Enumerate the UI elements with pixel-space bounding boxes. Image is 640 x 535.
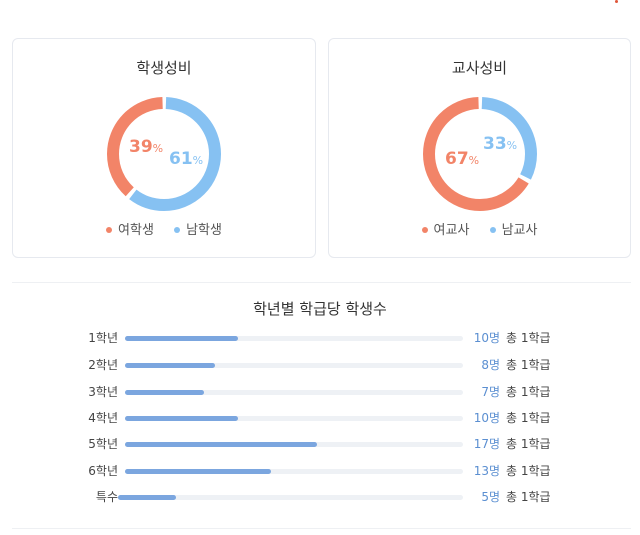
- grade-row: 6학년 13명 총 1학급: [0, 461, 640, 481]
- section-divider: [12, 282, 631, 283]
- legend-item-female-students: 여학생: [106, 219, 154, 238]
- teacher-ratio-donut: [422, 97, 537, 211]
- grade-label: 특수: [95, 490, 118, 504]
- female-dot-icon: [421, 226, 428, 233]
- grade-label: 1학년: [88, 331, 118, 345]
- student-male-unit: %: [192, 154, 204, 167]
- grade-row: 3학년 7명 총 1학급: [0, 382, 640, 402]
- legend-item-male-teachers: 남교사: [489, 219, 538, 238]
- student-legend: 여학생 남학생: [13, 219, 315, 238]
- student-count-bar: [125, 363, 216, 368]
- class-count: 총 1학급: [506, 385, 551, 399]
- teacher-male-unit: %: [506, 139, 518, 152]
- student-female-percent: 39%: [129, 137, 163, 157]
- teacher-female-value: 67: [445, 149, 469, 169]
- student-male-value: 61: [169, 149, 193, 169]
- teacher-ratio-title: 교사성비: [451, 59, 508, 77]
- student-female-segment: [107, 97, 221, 211]
- legend-label: 여학생: [118, 223, 154, 238]
- student-count-bar: [118, 495, 176, 500]
- student-count: 10명: [473, 331, 500, 345]
- student-ratio-title: 학생성비: [136, 59, 192, 77]
- student-female-value: 39: [129, 137, 153, 157]
- bottom-divider: [12, 528, 631, 529]
- student-count-bar: [125, 416, 238, 421]
- bar-track: [125, 469, 463, 474]
- legend-item-male-students: 남학생: [174, 219, 222, 238]
- students-per-class-title: 학년별 학급당 학생수: [253, 300, 387, 318]
- class-count: 총 1학급: [506, 464, 551, 478]
- student-count: 17명: [473, 437, 500, 451]
- grade-row: 특수 5명 총 1학급: [0, 487, 640, 507]
- grade-row: 1학년 10명 총 1학급: [0, 328, 640, 348]
- class-count: 총 1학급: [506, 490, 551, 504]
- grade-row: 2학년 8명 총 1학급: [0, 355, 640, 375]
- student-count-bar: [125, 390, 204, 395]
- teacher-legend: 여교사 남교사: [329, 219, 630, 238]
- class-count: 총 1학급: [506, 411, 551, 425]
- teacher-female-unit: %: [468, 154, 480, 167]
- student-female-unit: %: [152, 142, 164, 155]
- grade-label: 6학년: [88, 464, 118, 478]
- student-count: 7명: [481, 385, 500, 399]
- legend-label: 남학생: [186, 223, 222, 238]
- class-count: 총 1학급: [506, 331, 551, 345]
- female-dot-icon: [106, 226, 113, 233]
- grade-label: 2학년: [88, 358, 118, 372]
- indicator-dot: [615, 0, 618, 3]
- student-count: 8명: [481, 358, 500, 372]
- student-ratio-card: 학생성비 39% 61% 여학생 남학생: [12, 38, 316, 258]
- teacher-female-percent: 67%: [445, 149, 479, 169]
- student-ratio-donut: [107, 97, 221, 211]
- bar-track: [125, 442, 463, 447]
- teacher-male-segment: [422, 97, 537, 211]
- bar-track: [118, 495, 463, 500]
- grade-label: 4학년: [88, 411, 118, 425]
- class-count: 총 1학급: [506, 358, 551, 372]
- student-count: 10명: [473, 411, 500, 425]
- bar-track: [125, 363, 463, 368]
- student-count: 13명: [473, 464, 500, 478]
- grade-row: 4학년 10명 총 1학급: [0, 408, 640, 428]
- bar-track: [125, 390, 463, 395]
- bar-track: [125, 336, 463, 341]
- grade-label: 3학년: [88, 385, 118, 399]
- student-count: 5명: [481, 490, 500, 504]
- grade-row: 5학년 17명 총 1학급: [0, 434, 640, 454]
- student-male-segment: [107, 97, 221, 211]
- legend-label: 여교사: [433, 223, 470, 238]
- male-dot-icon: [489, 226, 496, 233]
- student-male-percent: 61%: [169, 149, 203, 169]
- teacher-male-percent: 33%: [483, 134, 517, 154]
- class-count: 총 1학급: [506, 437, 551, 451]
- legend-item-female-teachers: 여교사: [421, 219, 470, 238]
- student-count-bar: [125, 336, 238, 341]
- student-count-bar: [125, 442, 317, 447]
- grade-label: 5학년: [88, 437, 118, 451]
- teacher-ratio-card: 교사성비 67% 33% 여교사 남교사: [328, 38, 631, 258]
- bar-track: [125, 416, 463, 421]
- legend-label: 남교사: [501, 223, 538, 238]
- male-dot-icon: [174, 226, 181, 233]
- teacher-female-segment: [422, 97, 537, 211]
- teacher-male-value: 33: [483, 134, 507, 154]
- student-count-bar: [125, 469, 272, 474]
